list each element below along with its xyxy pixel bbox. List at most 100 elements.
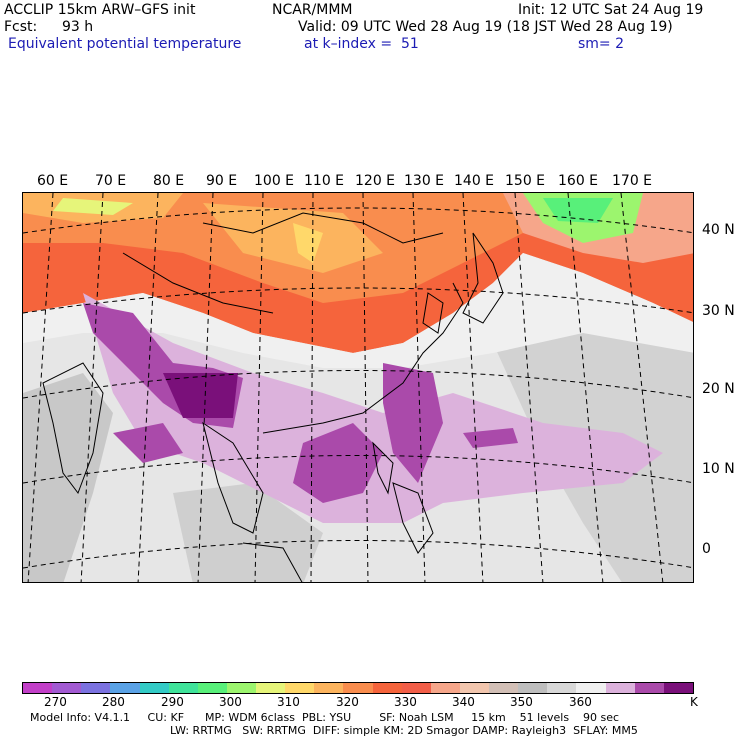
lat-line bbox=[23, 540, 693, 569]
forecast-label: Fcst: bbox=[4, 19, 38, 35]
field-warm-band bbox=[53, 198, 133, 215]
lon-line bbox=[27, 193, 54, 582]
colorbar-swatch bbox=[489, 683, 519, 693]
model-info-line2: LW: RRTMG SW: RRTMG DIFF: simple KM: 2D … bbox=[170, 724, 638, 737]
lon-label: 150 E bbox=[505, 173, 546, 189]
lon-line bbox=[310, 193, 314, 582]
lon-line bbox=[412, 193, 426, 582]
valid-time: Valid: 09 UTC Wed 28 Aug 19 (18 JST Wed … bbox=[298, 19, 673, 35]
colorbar-swatch bbox=[634, 683, 664, 693]
level-index: at k–index = 51 bbox=[304, 36, 419, 52]
colorbar-tick: 360 bbox=[569, 695, 592, 709]
coastline-japan bbox=[462, 232, 504, 324]
lat-line bbox=[23, 287, 693, 314]
colorbar-swatch bbox=[110, 683, 140, 693]
lon-label: 130 E bbox=[404, 173, 445, 189]
colorbar-swatch bbox=[52, 683, 82, 693]
lat-line bbox=[23, 207, 693, 234]
lon-label: 170 E bbox=[612, 173, 653, 189]
colorbar-swatch bbox=[576, 683, 606, 693]
coastline-taiwan bbox=[372, 441, 394, 495]
map-field bbox=[23, 193, 693, 582]
colorbar-swatch bbox=[256, 683, 286, 693]
lon-line bbox=[567, 193, 604, 582]
lat-line bbox=[23, 455, 693, 484]
coastline-indochina bbox=[202, 421, 264, 534]
forecast-hours: 93 h bbox=[62, 19, 94, 35]
colorbar-swatch bbox=[430, 683, 460, 693]
field-convective-core bbox=[163, 373, 238, 418]
colorbar-swatch bbox=[226, 683, 256, 693]
colorbar-swatch bbox=[343, 683, 373, 693]
lat-label: 20 N bbox=[702, 381, 735, 397]
init-time: Init: 12 UTC Sat 24 Aug 19 bbox=[518, 2, 704, 18]
lon-label: 100 E bbox=[254, 173, 295, 189]
lon-line bbox=[137, 193, 159, 582]
colorbar-tick: 350 bbox=[510, 695, 533, 709]
colorbar-tick: 340 bbox=[452, 695, 475, 709]
org-label: NCAR/MMM bbox=[272, 2, 353, 18]
field-lavender-zone bbox=[83, 293, 663, 523]
colorbar-swatch bbox=[372, 683, 402, 693]
field-convective-core bbox=[383, 363, 443, 483]
field-convective-core bbox=[293, 423, 383, 503]
lon-line bbox=[197, 193, 214, 582]
lon-line bbox=[462, 193, 484, 582]
colorbar-tick: 300 bbox=[219, 695, 242, 709]
colorbar-swatch bbox=[81, 683, 111, 693]
lon-line bbox=[514, 193, 544, 582]
lon-label: 160 E bbox=[558, 173, 599, 189]
field-convective-core bbox=[463, 428, 518, 448]
colorbar-tick: 290 bbox=[161, 695, 184, 709]
coastline-korea bbox=[422, 292, 444, 334]
model-title: ACCLIP 15km ARW–GFS init bbox=[4, 2, 196, 18]
colorbar-swatch bbox=[547, 683, 577, 693]
lon-label: 140 E bbox=[454, 173, 495, 189]
field-warm-band bbox=[203, 203, 383, 273]
border-mongolia bbox=[202, 212, 444, 244]
field-grey-patch bbox=[23, 373, 113, 582]
lon-line bbox=[620, 193, 664, 582]
coastline-china bbox=[262, 282, 464, 434]
colorbar-tick: 270 bbox=[44, 695, 67, 709]
field-name: Equivalent potential temperature bbox=[8, 36, 242, 52]
field-grey-patch bbox=[173, 483, 323, 582]
lat-label: 10 N bbox=[702, 461, 735, 477]
lat-label: 0 bbox=[702, 541, 711, 557]
colorbar-swatch bbox=[401, 683, 431, 693]
lat-label: 40 N bbox=[702, 222, 735, 238]
colorbar-swatch bbox=[285, 683, 315, 693]
coastline-philippines bbox=[392, 482, 434, 554]
graticule bbox=[23, 193, 693, 582]
field-convective-core bbox=[113, 423, 183, 463]
coastline-india bbox=[42, 362, 104, 495]
field-warm-band bbox=[293, 223, 323, 263]
lon-line bbox=[80, 193, 104, 582]
lon-line bbox=[362, 193, 369, 582]
colorbar-swatch bbox=[23, 683, 53, 693]
lon-label: 120 E bbox=[355, 173, 396, 189]
lon-label: 60 E bbox=[37, 173, 69, 189]
model-info-line1: Model Info: V4.1.1 CU: KF MP: WDM 6class… bbox=[30, 711, 620, 724]
lon-label: 110 E bbox=[304, 173, 345, 189]
colorbar-tick: 310 bbox=[277, 695, 300, 709]
lat-label: 30 N bbox=[702, 303, 735, 319]
lat-line bbox=[23, 370, 693, 399]
colorbar-tick: 320 bbox=[336, 695, 359, 709]
colorbar-tick: 330 bbox=[394, 695, 417, 709]
map-panel bbox=[22, 192, 694, 583]
border-himalaya bbox=[122, 252, 274, 314]
colorbar-swatch bbox=[459, 683, 489, 693]
smoothing: sm= 2 bbox=[578, 36, 625, 52]
lon-label: 90 E bbox=[206, 173, 238, 189]
colorbar-swatch bbox=[139, 683, 169, 693]
colorbar-swatch bbox=[518, 683, 548, 693]
lon-label: 80 E bbox=[153, 173, 185, 189]
colorbar-swatch bbox=[605, 683, 635, 693]
colorbar-tick: 280 bbox=[102, 695, 125, 709]
colorbar-unit: K bbox=[690, 695, 698, 709]
colorbar bbox=[22, 682, 694, 694]
coastline-borneo bbox=[242, 542, 303, 582]
lon-label: 70 E bbox=[95, 173, 127, 189]
colorbar-swatch bbox=[197, 683, 227, 693]
